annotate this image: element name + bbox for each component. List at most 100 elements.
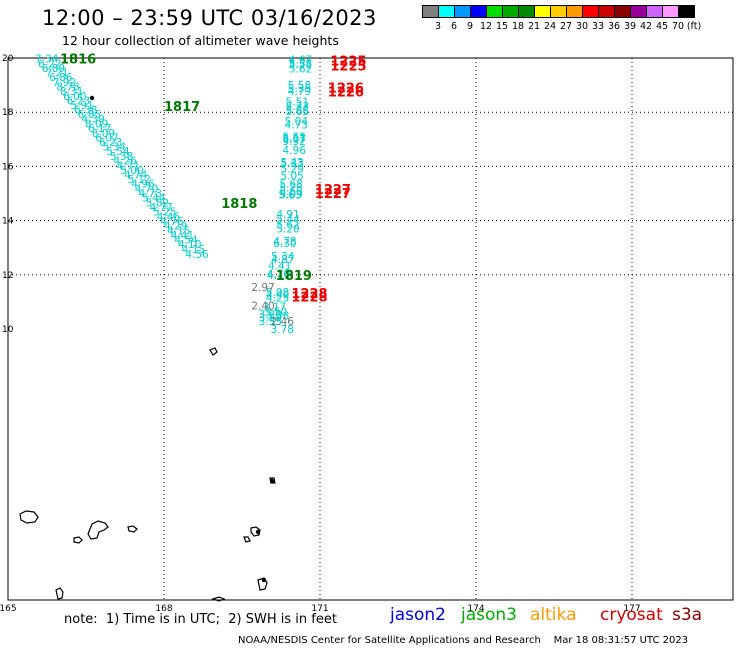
wave-height-cryosat: 5.88: [286, 105, 309, 117]
wave-height-low: 2.46: [271, 316, 295, 328]
wave-height-jason3: 4.39: [81, 114, 104, 126]
pass-label: 1225: [330, 55, 366, 70]
island-outline: [19, 510, 39, 524]
legend-label: 27: [559, 21, 573, 32]
pass-label: 1817: [164, 100, 200, 115]
island-outline: [243, 536, 251, 543]
wave-height-jason3: 8.09: [85, 118, 108, 130]
wave-height-low: 2.97: [251, 282, 274, 294]
wave-height-cryosat: 5.33: [286, 101, 309, 113]
wave-height-jason3: 6.22: [38, 58, 61, 70]
island-outline: [127, 525, 138, 533]
wave-height-jason3: 4.10: [178, 239, 201, 251]
wave-height-labels: 7.346.226.897.216.867.928.788.316.006.23…: [35, 54, 312, 336]
legend-label: (ft): [686, 21, 702, 32]
island-outline: [87, 520, 109, 540]
wave-height-jason3: 5.34: [103, 142, 127, 154]
wave-height-cryosat: 5.25: [279, 183, 302, 195]
wave-height-cryosat: 4.79: [288, 86, 311, 98]
wave-height-jason3: 5.91: [70, 100, 93, 112]
wave-height-cryosat: 4.96: [283, 145, 307, 157]
wave-height-jason3: 4.76: [160, 216, 184, 228]
legend-label: 42: [639, 21, 653, 32]
wave-height-cryosat: 4.40: [266, 290, 289, 302]
wave-height-cryosat: 5.62: [276, 220, 299, 232]
wave-height-cryosat: 4.25: [266, 292, 289, 304]
legend-label: 18: [511, 21, 525, 32]
legend-label: 9: [466, 21, 474, 32]
satellite-jason3: jason3: [461, 605, 517, 625]
wave-height-cryosat: 4.91: [276, 209, 299, 221]
wave-height-cryosat: 3.35: [259, 316, 282, 328]
wave-height-jason3: 4.46: [157, 211, 181, 223]
pass-label: 1228: [291, 290, 327, 305]
lon-tick-label: 168: [155, 604, 172, 614]
wave-height-cryosat: 5.29: [280, 163, 303, 175]
footer-note: note: 1) Time is in UTC; 2) SWH is in fe…: [64, 612, 337, 627]
legend-label: 6: [450, 21, 458, 32]
map-subtitle: 12 hour collection of altimeter wave hei…: [62, 33, 339, 48]
satellite-cryosat: cryosat: [600, 605, 663, 625]
legend-label: 70: [671, 21, 685, 32]
wave-height-cryosat: 5.08: [266, 287, 289, 299]
pass-label: 1816: [60, 53, 96, 68]
wave-height-jason3: 4.26: [114, 155, 138, 167]
footer-credit: NOAA/NESDIS Center for Satellite Applica…: [238, 635, 689, 646]
wave-height-cryosat: 5.68: [279, 179, 302, 191]
lat-tick-label: 14: [2, 217, 14, 227]
legend-label: 36: [607, 21, 621, 32]
wave-height-cryosat: 5.04: [285, 116, 309, 128]
island-dot: [255, 529, 261, 535]
legend-swatch: [678, 5, 695, 18]
wave-height-cryosat: 3.50: [264, 306, 287, 318]
satellite-s3a: s3a: [672, 605, 703, 625]
lat-tick-label: 16: [2, 162, 14, 172]
wave-height-cryosat: 5.51: [286, 96, 309, 108]
lon-tick-label: 171: [311, 604, 328, 614]
wave-height-cryosat: 4.67: [289, 54, 312, 66]
island-outlines: [19, 95, 276, 602]
map-frame: [7, 57, 734, 601]
lat-tick-label: 20: [2, 54, 14, 64]
wave-height-jason3: 7.92: [53, 77, 76, 89]
wave-height-jason3: 6.85: [78, 109, 101, 121]
wave-height-jason3: 4.70: [135, 183, 158, 195]
island-outline: [250, 526, 261, 537]
wave-height-jason3: 6.23: [67, 95, 90, 107]
wave-height-jason3: 4.96: [131, 179, 155, 191]
wave-height-cryosat: 5.38: [289, 58, 312, 70]
satellite-jason2: jason2: [390, 605, 446, 625]
wave-height-cryosat: 5.35: [288, 83, 311, 95]
legend-label: 30: [575, 21, 589, 32]
wave-height-cryosat: 5.05: [280, 170, 303, 182]
legend-label: 15: [495, 21, 509, 32]
wave-height-jason3: 6.89: [42, 63, 65, 75]
wave-height-cryosat: 5.63: [278, 190, 301, 202]
wave-height-jason3: 5.25: [153, 207, 176, 219]
lon-tick-label: 177: [623, 604, 640, 614]
island-outline: [55, 587, 64, 600]
wave-height-low: 2.40: [251, 300, 274, 312]
wave-height-jason3: 4.15: [182, 244, 205, 256]
wave-height-cryosat: 4.87: [271, 254, 294, 266]
island-dot: [89, 95, 95, 101]
wave-height-jason3: 5.12: [128, 174, 151, 186]
wave-height-jason3: 6.17: [88, 123, 111, 135]
wave-height-jason3: 5.54: [106, 146, 130, 158]
wave-height-jason3: 7.21: [45, 68, 68, 80]
wave-height-jason3: 6.23: [99, 137, 122, 149]
wave-height-jason3: 5.44: [142, 193, 166, 205]
wave-height-jason3: 8.78: [56, 81, 79, 93]
lat-tick-label: 12: [2, 271, 13, 281]
wave-height-cryosat: 3.17: [263, 302, 286, 314]
island-outline: [209, 347, 218, 356]
wave-height-cryosat: 4.78: [273, 236, 296, 248]
wave-height-cryosat: 5.51: [283, 132, 306, 144]
wave-height-jason3: 4.29: [164, 220, 187, 232]
island-outline: [73, 536, 83, 544]
legend-label: 24: [543, 21, 557, 32]
wave-height-cryosat: 4.20: [267, 268, 290, 280]
island-outline: [211, 596, 226, 602]
